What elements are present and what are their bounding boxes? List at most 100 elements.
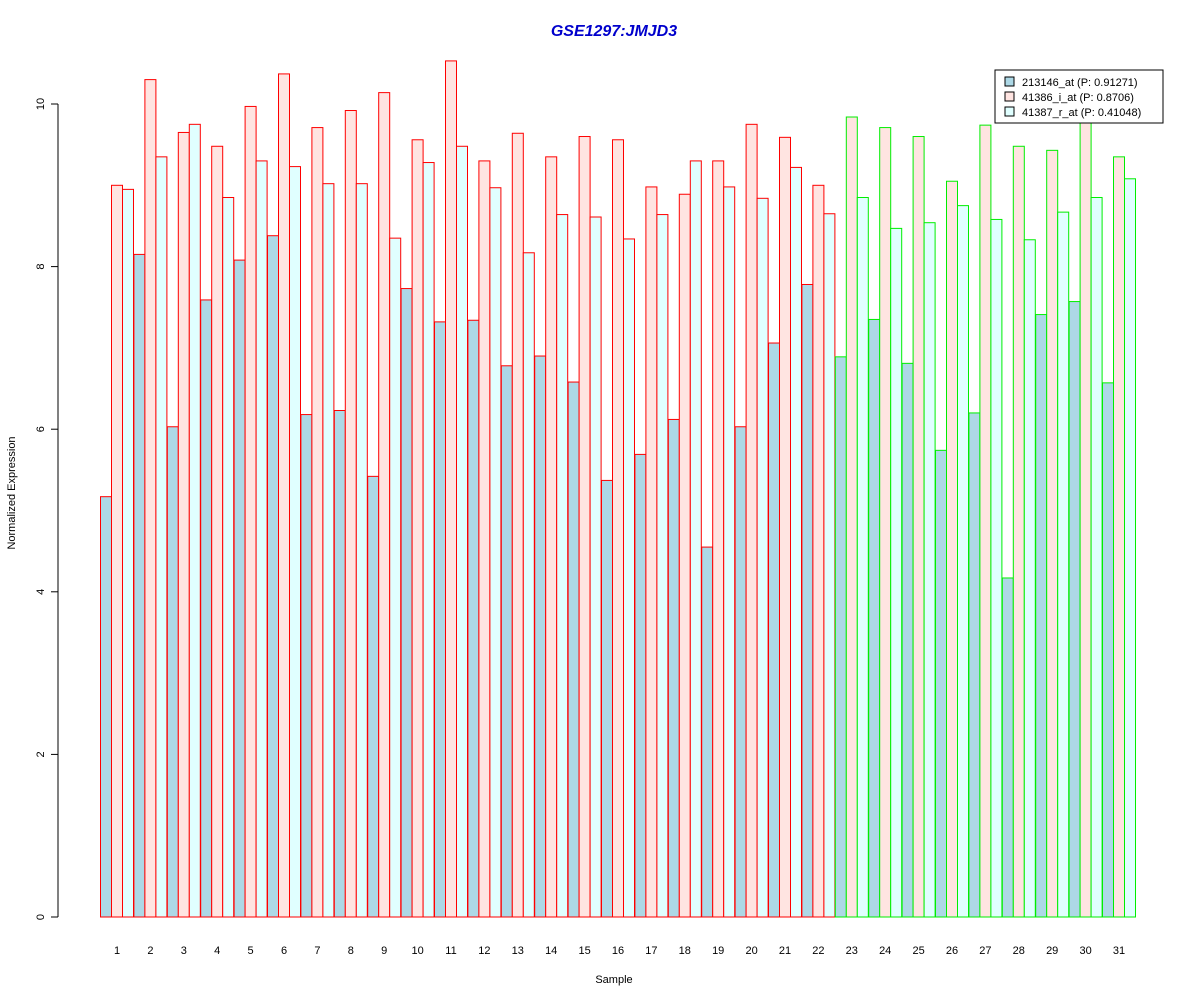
legend-label: 213146_at (P: 0.91271) bbox=[1022, 77, 1138, 89]
y-tick-label: 10 bbox=[35, 98, 47, 110]
bar bbox=[355, 183, 368, 918]
legend-swatch bbox=[1004, 91, 1015, 102]
y-tick-label: 8 bbox=[35, 264, 47, 270]
bar bbox=[456, 145, 468, 918]
bar bbox=[823, 213, 836, 918]
bar bbox=[478, 160, 491, 918]
x-tick-label: 10 bbox=[411, 945, 423, 957]
bar bbox=[801, 283, 814, 918]
bar bbox=[244, 105, 257, 918]
x-tick-label: 12 bbox=[478, 945, 490, 957]
x-tick-label: 18 bbox=[679, 945, 691, 957]
x-tick-label: 28 bbox=[1013, 945, 1025, 957]
bar bbox=[267, 235, 279, 918]
bar bbox=[522, 252, 535, 918]
bar bbox=[1068, 301, 1081, 918]
bar bbox=[901, 362, 914, 918]
bar bbox=[834, 356, 847, 918]
bar bbox=[222, 196, 235, 918]
x-tick-label: 3 bbox=[181, 945, 187, 957]
bar bbox=[868, 318, 881, 918]
x-tick-label: 16 bbox=[612, 945, 624, 957]
bars-group bbox=[100, 60, 1136, 918]
x-tick-labels: 1 2 3 4 5 6 7 8 9 10 11 12 13 14 15 16 17 18 19 20 21 22 23 24 2… bbox=[114, 945, 1125, 957]
bar bbox=[422, 162, 435, 918]
bar bbox=[1035, 314, 1048, 918]
x-tick-label: 9 bbox=[381, 945, 387, 957]
bar bbox=[500, 365, 513, 918]
bar bbox=[556, 214, 569, 918]
legend-swatch bbox=[1004, 76, 1015, 87]
bar bbox=[745, 123, 758, 918]
bar bbox=[445, 60, 457, 918]
x-tick-label: 27 bbox=[979, 945, 991, 957]
bar bbox=[946, 180, 958, 918]
bar bbox=[856, 196, 869, 918]
bar bbox=[1057, 211, 1070, 918]
bar bbox=[111, 184, 123, 918]
bar bbox=[233, 259, 246, 918]
bar bbox=[779, 136, 791, 918]
x-tick-label: 4 bbox=[214, 945, 220, 957]
bar bbox=[812, 184, 825, 918]
bar bbox=[645, 186, 658, 918]
bar bbox=[656, 214, 669, 918]
bar bbox=[912, 136, 925, 918]
x-tick-label: 2 bbox=[147, 945, 153, 957]
x-tick-label: 26 bbox=[946, 945, 958, 957]
bar bbox=[545, 156, 558, 918]
bar bbox=[200, 299, 213, 918]
x-axis-label: Sample bbox=[595, 974, 632, 986]
y-tick-label: 2 bbox=[35, 751, 47, 757]
bar bbox=[534, 355, 547, 918]
bar bbox=[756, 197, 769, 918]
y-axis: 0 2 4 6 8 10 bbox=[35, 98, 59, 920]
legend-label: 41386_i_at (P: 0.8706) bbox=[1022, 92, 1134, 104]
x-tick-label: 11 bbox=[445, 945, 456, 957]
x-tick-label: 30 bbox=[1079, 945, 1091, 957]
bar bbox=[1012, 145, 1025, 918]
bar bbox=[589, 216, 602, 918]
bar bbox=[968, 412, 981, 918]
bar bbox=[333, 410, 346, 918]
bar bbox=[979, 124, 992, 918]
bar bbox=[923, 222, 936, 918]
bar bbox=[957, 205, 969, 918]
x-tick-label: 20 bbox=[745, 945, 757, 957]
bar bbox=[255, 160, 268, 918]
bar bbox=[689, 160, 702, 918]
bar bbox=[467, 319, 480, 918]
legend-label: 41387_r_at (P: 0.41048) bbox=[1022, 107, 1141, 119]
bar bbox=[144, 79, 157, 918]
bar bbox=[712, 160, 725, 918]
x-tick-label: 8 bbox=[348, 945, 354, 957]
bar bbox=[1001, 577, 1014, 918]
x-tick-label: 13 bbox=[512, 945, 524, 957]
bar bbox=[367, 475, 380, 918]
x-tick-label: 6 bbox=[281, 945, 287, 957]
bar bbox=[578, 136, 591, 918]
x-tick-label: 29 bbox=[1046, 945, 1058, 957]
x-tick-label: 1 bbox=[114, 945, 120, 957]
x-tick-label: 7 bbox=[314, 945, 320, 957]
bar bbox=[511, 132, 524, 918]
bar bbox=[768, 342, 780, 918]
bar bbox=[378, 92, 391, 918]
bar bbox=[790, 166, 802, 918]
bar bbox=[1090, 196, 1103, 918]
bar bbox=[1046, 149, 1059, 918]
bar bbox=[100, 496, 112, 918]
y-tick-label: 6 bbox=[35, 426, 47, 432]
bar bbox=[389, 237, 402, 918]
bar bbox=[634, 453, 647, 918]
y-tick-label: 4 bbox=[35, 589, 47, 595]
bar bbox=[723, 186, 736, 918]
x-tick-label: 14 bbox=[545, 945, 557, 957]
bar bbox=[1023, 239, 1036, 918]
bar bbox=[845, 116, 858, 918]
y-axis-label: Normalized Expression bbox=[6, 436, 18, 549]
bar bbox=[289, 166, 301, 918]
legend-swatch bbox=[1004, 106, 1015, 117]
bar bbox=[612, 139, 624, 918]
